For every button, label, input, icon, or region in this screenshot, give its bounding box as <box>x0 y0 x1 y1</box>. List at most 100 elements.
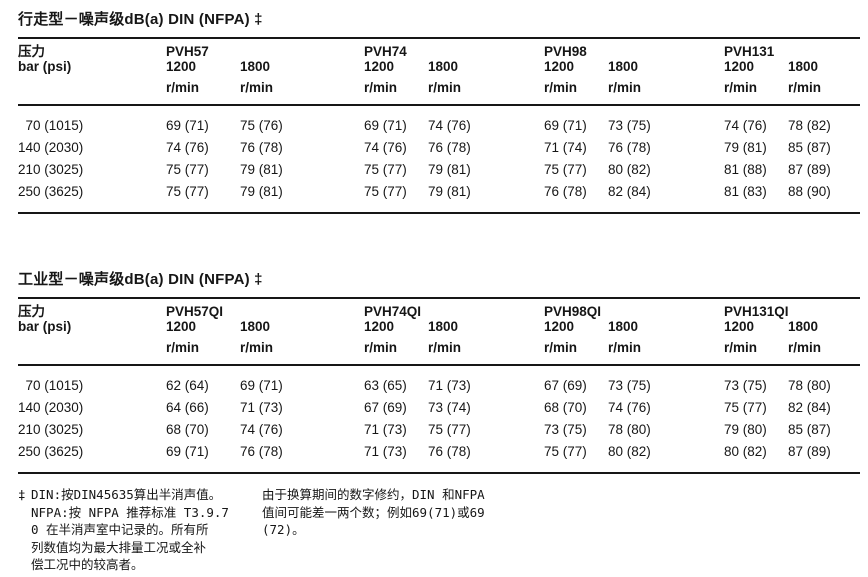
industrial-noise-section: 工业型－噪声级dB(a) DIN (NFPA) ‡ 压力 PVH57QI PVH… <box>18 268 868 474</box>
unit-header: r/min <box>544 341 608 366</box>
rpm-header: 1200 <box>364 319 395 334</box>
model-column-header: PVH74QI <box>364 304 422 319</box>
value-cell: 78 (80) <box>788 378 831 393</box>
unit-header: r/min <box>428 81 544 106</box>
value-cell: 82 (84) <box>788 400 831 415</box>
table-row: 210 (3025) 68 (70) 74 (76) 71 (73) 75 (7… <box>18 419 860 441</box>
pressure-cell: 250 (3625) <box>18 441 166 474</box>
pressure-column-header: 压力 <box>18 304 45 319</box>
value-cell: 75 (77) <box>544 441 608 474</box>
model-column-header: PVH131QI <box>724 304 789 319</box>
unit-header: r/min <box>724 341 788 366</box>
value-cell: 88 (90) <box>788 181 861 214</box>
value-cell: 75 (77) <box>544 162 587 177</box>
footnote-line: NFPA:按 NFPA 推荐标准 T3.9.7 <box>31 504 229 520</box>
pressure-unit-header: bar (psi) <box>18 319 72 334</box>
value-cell: 73 (75) <box>608 378 651 393</box>
rpm-header: 1800 <box>608 59 639 74</box>
unit-header: r/min <box>166 341 240 366</box>
value-cell: 75 (77) <box>166 181 240 214</box>
value-cell: 63 (65) <box>364 378 407 393</box>
table-row: 250 (3625) 69 (71) 76 (78) 71 (73) 76 (7… <box>18 441 861 474</box>
value-cell: 64 (66) <box>166 400 209 415</box>
value-cell: 79 (81) <box>428 181 544 214</box>
pressure-cell: 250 (3625) <box>18 181 166 214</box>
value-cell: 79 (81) <box>724 140 767 155</box>
mobile-noise-table: 压力 PVH57 PVH74 PVH98 PVH131 bar (psi) 12… <box>18 39 861 214</box>
unit-header: r/min <box>788 81 861 106</box>
value-cell: 76 (78) <box>240 140 283 155</box>
rpm-header: 1800 <box>608 319 639 334</box>
rpm-header: 1800 <box>240 319 271 334</box>
value-cell: 71 (73) <box>364 422 407 437</box>
value-cell: 79 (81) <box>428 162 471 177</box>
rpm-header-row: bar (psi) 1200 1800 1200 1800 1200 1800 … <box>18 320 860 341</box>
value-cell: 68 (70) <box>166 422 209 437</box>
value-cell: 69 (71) <box>166 441 240 474</box>
value-cell: 80 (82) <box>608 162 651 177</box>
pressure-column-header: 压力 <box>18 44 45 59</box>
value-cell: 74 (76) <box>724 118 767 133</box>
rpm-header: 1200 <box>544 59 575 74</box>
value-cell: 74 (76) <box>364 140 407 155</box>
value-cell: 76 (78) <box>428 441 544 474</box>
value-cell: 75 (77) <box>428 422 471 437</box>
value-cell: 75 (77) <box>364 181 428 214</box>
rpm-header: 1800 <box>428 59 459 74</box>
unit-header: r/min <box>788 341 861 366</box>
model-column-header: PVH98 <box>544 44 587 59</box>
value-cell: 75 (76) <box>240 118 283 133</box>
value-cell: 69 (71) <box>364 118 407 133</box>
value-cell: 75 (77) <box>364 162 407 177</box>
footnote-line: DIN:按DIN45635算出半消声值。 <box>31 487 222 502</box>
value-cell: 62 (64) <box>166 378 209 393</box>
rpm-header: 1200 <box>724 59 755 74</box>
value-cell: 75 (77) <box>166 162 209 177</box>
value-cell: 74 (76) <box>166 140 209 155</box>
pressure-cell: 210 (3025) <box>18 422 84 437</box>
rpm-header: 1200 <box>724 319 755 334</box>
pressure-cell: 70 (1015) <box>18 378 84 393</box>
value-cell: 73 (75) <box>544 422 587 437</box>
value-cell: 81 (83) <box>724 181 788 214</box>
unit-header-row: r/min r/min r/min r/min r/min r/min r/mi… <box>18 341 861 366</box>
unit-header: r/min <box>364 81 428 106</box>
rpm-header: 1800 <box>788 59 819 74</box>
footnote-line: 0 在半消声室中记录的。所有所 <box>31 522 209 537</box>
value-cell: 81 (88) <box>724 162 767 177</box>
rpm-header: 1800 <box>240 59 271 74</box>
rpm-header: 1800 <box>788 319 819 334</box>
spacer-cell <box>18 81 166 106</box>
rpm-header: 1200 <box>544 319 575 334</box>
pressure-cell: 140 (2030) <box>18 140 84 155</box>
table-row: 140 (2030) 74 (76) 76 (78) 74 (76) 76 (7… <box>18 137 860 159</box>
double-dagger-marker: ‡ <box>18 487 26 502</box>
rpm-header: 1200 <box>166 59 197 74</box>
rpm-header: 1200 <box>166 319 197 334</box>
pressure-cell: 70 (1015) <box>18 118 84 133</box>
model-header-row: 压力 PVH57 PVH74 PVH98 PVH131 <box>18 39 860 60</box>
value-cell: 71 (73) <box>240 400 283 415</box>
value-cell: 76 (78) <box>608 140 651 155</box>
unit-header: r/min <box>608 341 724 366</box>
value-cell: 68 (70) <box>544 400 587 415</box>
value-cell: 79 (81) <box>240 181 364 214</box>
unit-header: r/min <box>428 341 544 366</box>
footnote-line: 偿工况中的较高者。 <box>31 557 144 572</box>
unit-header-row: r/min r/min r/min r/min r/min r/min r/mi… <box>18 81 861 106</box>
rpm-header: 1800 <box>428 319 459 334</box>
value-cell: 79 (80) <box>724 422 767 437</box>
value-cell: 73 (75) <box>608 118 651 133</box>
value-cell: 87 (89) <box>788 162 831 177</box>
value-cell: 80 (82) <box>724 441 788 474</box>
value-cell: 80 (82) <box>608 441 724 474</box>
table-row: 250 (3625) 75 (77) 79 (81) 75 (77) 79 (8… <box>18 181 861 214</box>
model-column-header: PVH74 <box>364 44 407 59</box>
table-row: 140 (2030) 64 (66) 71 (73) 67 (69) 73 (7… <box>18 397 860 419</box>
value-cell: 82 (84) <box>608 181 724 214</box>
footnote-line: 值间可能差一两个数；例如69(71)或69 <box>262 504 485 520</box>
value-cell: 78 (82) <box>788 118 831 133</box>
value-cell: 71 (74) <box>544 140 587 155</box>
value-cell: 74 (76) <box>608 400 651 415</box>
